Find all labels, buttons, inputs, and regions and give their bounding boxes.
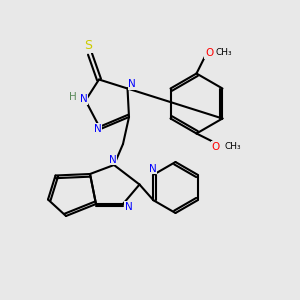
Text: S: S — [85, 39, 92, 52]
Text: N: N — [149, 164, 157, 174]
Text: O: O — [205, 48, 213, 58]
Text: CH₃: CH₃ — [224, 142, 241, 152]
Text: N: N — [94, 124, 101, 134]
Text: N: N — [109, 154, 116, 165]
Text: H: H — [69, 92, 77, 103]
Text: CH₃: CH₃ — [216, 48, 232, 57]
Text: O: O — [212, 142, 220, 152]
Text: N: N — [80, 94, 88, 104]
Text: N: N — [128, 79, 136, 89]
Text: N: N — [124, 202, 132, 212]
